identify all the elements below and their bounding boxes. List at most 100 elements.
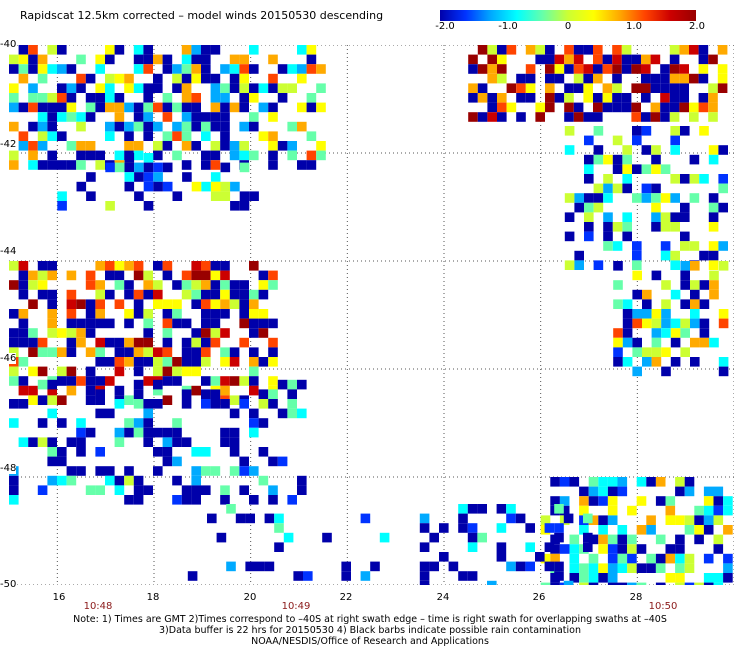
- wind-cell: [675, 486, 685, 497]
- wind-cell: [229, 357, 240, 367]
- wind-cell: [95, 318, 105, 329]
- wind-cell: [669, 45, 680, 55]
- wind-cell: [690, 337, 700, 348]
- wind-cell: [297, 73, 307, 84]
- wind-cell: [18, 376, 29, 386]
- wind-cell: [297, 45, 307, 55]
- wind-cell: [665, 553, 676, 564]
- wind-cell: [201, 347, 211, 357]
- wind-cell: [632, 135, 642, 146]
- wind-cell: [37, 121, 48, 132]
- wind-cell: [258, 270, 269, 281]
- wind-cell: [588, 563, 599, 573]
- wind-cell: [114, 357, 125, 367]
- wind-cell: [95, 102, 105, 113]
- wind-cell: [642, 289, 652, 300]
- wind-cell: [76, 337, 86, 348]
- wind-cell: [698, 93, 709, 103]
- wind-cell: [268, 141, 278, 151]
- wind-cell: [191, 73, 201, 84]
- wind-cell: [316, 102, 326, 113]
- wind-cell: [114, 261, 125, 271]
- wind-cell: [220, 93, 230, 103]
- wind-cell: [651, 193, 661, 203]
- wind-cell: [124, 172, 135, 182]
- wind-cell: [220, 328, 230, 338]
- wind-cell: [689, 112, 699, 122]
- wind-cell: [429, 532, 439, 543]
- wind-cell: [612, 83, 622, 93]
- wind-cell: [612, 102, 622, 113]
- wind-cell: [143, 112, 153, 122]
- wind-cell: [593, 183, 604, 194]
- wind-cell: [66, 466, 77, 476]
- wind-cell: [718, 241, 728, 251]
- wind-cell: [191, 45, 201, 55]
- wind-cell: [573, 73, 584, 84]
- wind-cell: [37, 437, 48, 447]
- wind-cell: [598, 573, 608, 583]
- wind-cell: [496, 542, 507, 552]
- wind-cell: [66, 270, 77, 281]
- wind-cell: [28, 347, 38, 357]
- wind-cell: [85, 150, 96, 161]
- wind-cell: [66, 385, 77, 396]
- wind-cell: [181, 93, 192, 103]
- wind-cell: [306, 64, 317, 74]
- wind-cell: [612, 45, 622, 55]
- wind-cell: [651, 337, 662, 348]
- wind-cell: [268, 347, 278, 357]
- wind-cell: [37, 366, 48, 377]
- wind-cell: [105, 466, 115, 476]
- wind-cell: [181, 141, 192, 151]
- wind-cell: [153, 162, 163, 173]
- wind-cell: [37, 347, 48, 357]
- wind-cell: [210, 376, 221, 386]
- wind-cell: [287, 399, 297, 409]
- wind-cell: [181, 366, 192, 377]
- wind-cell: [249, 112, 259, 122]
- wind-cell: [636, 477, 647, 487]
- wind-cell: [47, 160, 57, 170]
- wind-cell: [105, 337, 115, 348]
- wind-cell: [477, 532, 487, 543]
- wind-cell: [540, 515, 551, 525]
- wind-cell: [316, 64, 326, 74]
- wind-cell: [124, 418, 134, 428]
- footnote-line-3: NOAA/NESDIS/Office of Research and Appli…: [251, 636, 489, 647]
- wind-cell: [133, 83, 144, 93]
- wind-cell: [684, 553, 695, 564]
- wind-cell: [525, 83, 536, 93]
- wind-cell: [207, 513, 217, 524]
- wind-cell: [172, 427, 182, 438]
- wind-cell: [496, 504, 507, 514]
- wind-cell: [201, 309, 211, 319]
- wind-cell: [153, 379, 163, 390]
- wind-cell: [220, 299, 230, 309]
- wind-cell: [229, 141, 240, 151]
- wind-cell: [506, 504, 516, 514]
- wind-cell: [607, 477, 618, 487]
- wind-cell: [617, 534, 628, 545]
- wind-cell: [698, 102, 709, 113]
- wind-cell: [569, 573, 580, 583]
- wind-cell: [723, 573, 733, 583]
- wind-cell: [621, 93, 632, 103]
- wind-cell: [105, 270, 115, 281]
- wind-cell: [612, 64, 622, 74]
- wind-cell: [559, 544, 570, 554]
- wind-cell: [287, 83, 297, 93]
- wind-cell: [287, 150, 297, 161]
- wind-cell: [516, 83, 526, 93]
- wind-cell: [316, 83, 326, 93]
- wind-cell: [675, 573, 685, 583]
- wind-cell: [114, 270, 125, 281]
- wind-cell: [210, 318, 221, 329]
- wind-cell: [419, 580, 430, 585]
- wind-cell: [239, 121, 249, 132]
- wind-cell: [76, 447, 86, 457]
- wind-cell: [9, 418, 19, 428]
- wind-cell: [612, 93, 622, 103]
- wind-cell: [516, 112, 526, 122]
- wind-cell: [497, 54, 507, 65]
